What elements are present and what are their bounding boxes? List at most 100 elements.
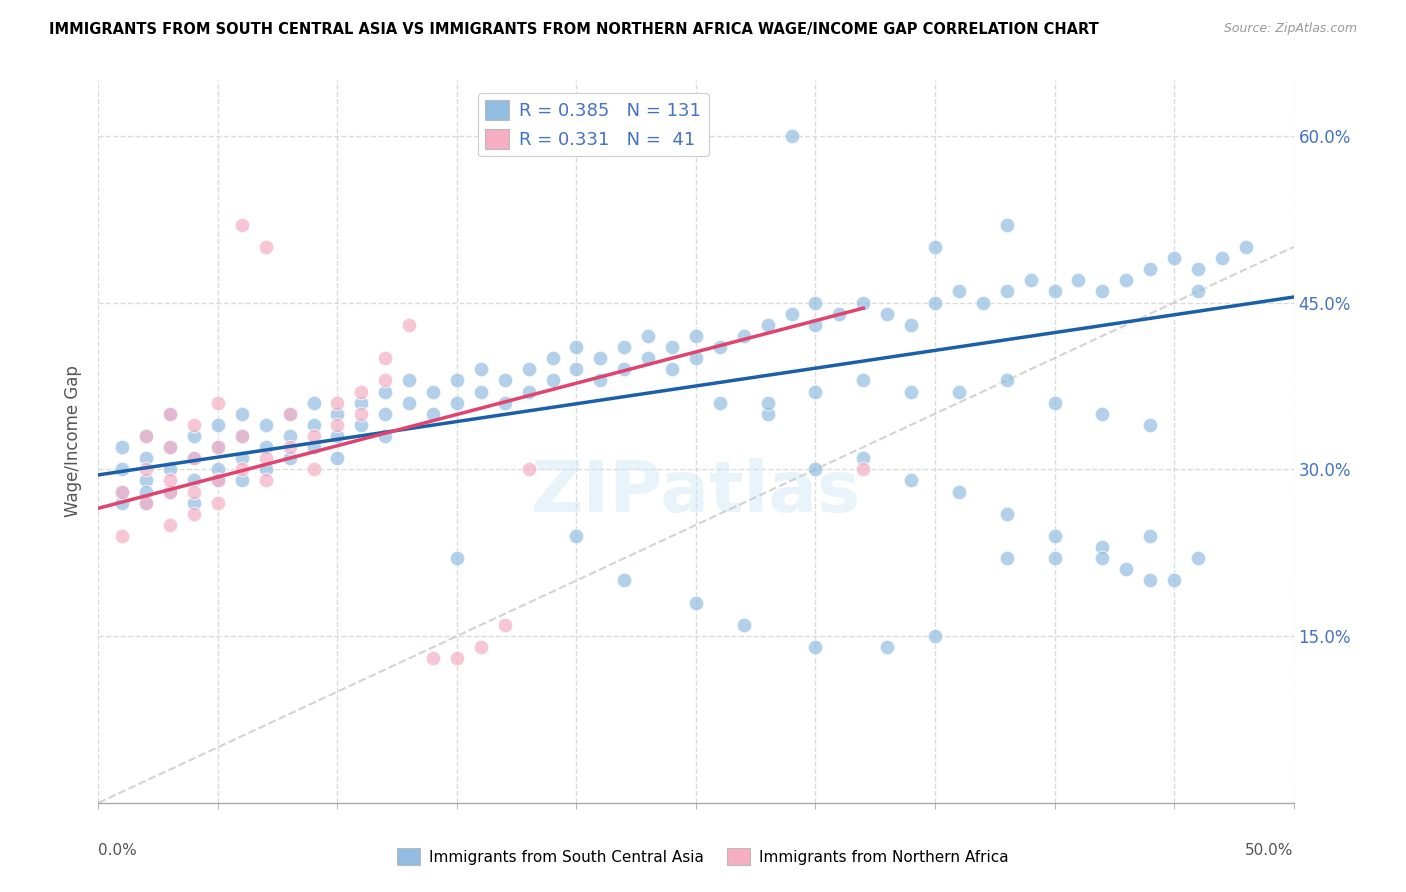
Point	[207, 474, 229, 488]
Point	[1043, 285, 1066, 299]
Point	[374, 351, 396, 366]
Point	[494, 395, 516, 409]
Point	[1043, 395, 1066, 409]
Point	[302, 395, 325, 409]
Point	[1091, 540, 1114, 554]
Point	[900, 384, 922, 399]
Point	[828, 307, 851, 321]
Point	[231, 451, 253, 466]
Point	[183, 484, 205, 499]
Point	[159, 440, 181, 454]
Point	[470, 362, 492, 376]
Legend: R = 0.385   N = 131, R = 0.331   N =  41: R = 0.385 N = 131, R = 0.331 N = 41	[478, 93, 709, 156]
Point	[398, 395, 420, 409]
Point	[1187, 262, 1209, 277]
Point	[278, 429, 301, 443]
Point	[733, 329, 755, 343]
Point	[326, 407, 349, 421]
Point	[111, 484, 134, 499]
Point	[446, 651, 468, 665]
Point	[398, 373, 420, 387]
Point	[111, 440, 134, 454]
Point	[207, 440, 229, 454]
Point	[995, 551, 1018, 566]
Text: Source: ZipAtlas.com: Source: ZipAtlas.com	[1223, 22, 1357, 36]
Point	[1139, 262, 1161, 277]
Point	[637, 351, 659, 366]
Point	[517, 362, 540, 376]
Point	[326, 451, 349, 466]
Point	[1139, 417, 1161, 432]
Point	[852, 373, 875, 387]
Point	[326, 429, 349, 443]
Point	[374, 373, 396, 387]
Point	[756, 318, 779, 332]
Point	[135, 484, 157, 499]
Point	[231, 462, 253, 476]
Point	[326, 395, 349, 409]
Point	[446, 395, 468, 409]
Point	[995, 285, 1018, 299]
Point	[159, 484, 181, 499]
Point	[231, 474, 253, 488]
Point	[1211, 251, 1233, 265]
Point	[374, 407, 396, 421]
Point	[852, 451, 875, 466]
Point	[637, 329, 659, 343]
Point	[159, 474, 181, 488]
Point	[685, 596, 707, 610]
Point	[254, 240, 277, 254]
Point	[876, 640, 898, 655]
Point	[733, 618, 755, 632]
Point	[183, 417, 205, 432]
Point	[470, 640, 492, 655]
Point	[517, 384, 540, 399]
Point	[1019, 273, 1042, 287]
Point	[924, 295, 946, 310]
Point	[302, 462, 325, 476]
Point	[1067, 273, 1090, 287]
Point	[470, 384, 492, 399]
Point	[159, 462, 181, 476]
Point	[374, 429, 396, 443]
Point	[948, 285, 970, 299]
Point	[589, 373, 612, 387]
Point	[1091, 407, 1114, 421]
Point	[852, 462, 875, 476]
Point	[135, 429, 157, 443]
Point	[541, 351, 564, 366]
Point	[1187, 551, 1209, 566]
Point	[685, 351, 707, 366]
Point	[1115, 562, 1137, 576]
Point	[159, 484, 181, 499]
Point	[207, 462, 229, 476]
Point	[685, 329, 707, 343]
Legend: Immigrants from South Central Asia, Immigrants from Northern Africa: Immigrants from South Central Asia, Immi…	[391, 842, 1015, 871]
Point	[948, 484, 970, 499]
Point	[135, 462, 157, 476]
Point	[756, 407, 779, 421]
Point	[924, 240, 946, 254]
Point	[613, 574, 636, 588]
Point	[494, 618, 516, 632]
Point	[278, 451, 301, 466]
Point	[565, 340, 588, 354]
Point	[254, 462, 277, 476]
Point	[900, 474, 922, 488]
Point	[852, 295, 875, 310]
Point	[613, 362, 636, 376]
Point	[159, 407, 181, 421]
Point	[876, 307, 898, 321]
Point	[924, 629, 946, 643]
Point	[1043, 529, 1066, 543]
Point	[1091, 551, 1114, 566]
Point	[1187, 285, 1209, 299]
Point	[111, 462, 134, 476]
Point	[326, 417, 349, 432]
Point	[111, 484, 134, 499]
Point	[302, 440, 325, 454]
Point	[350, 384, 373, 399]
Point	[1234, 240, 1257, 254]
Point	[661, 362, 683, 376]
Point	[278, 440, 301, 454]
